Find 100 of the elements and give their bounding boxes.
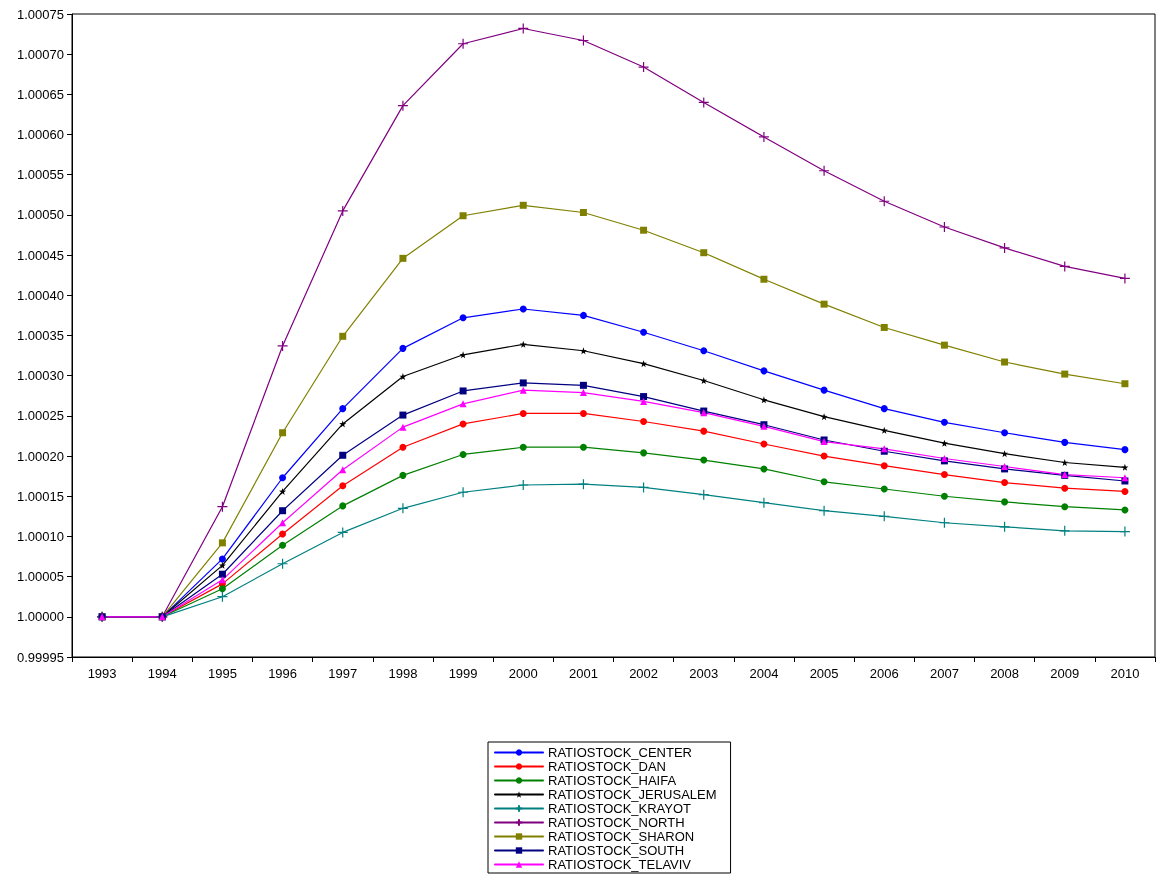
point [279,429,287,437]
x-tick-label: 2008 [990,666,1020,681]
point [519,201,527,209]
point [216,591,229,603]
y-tick-label: 1.00050 [17,207,64,223]
point [640,418,648,425]
y-tick-label: 1.00040 [17,287,64,303]
legend-label: RATIOSTOCK_HAIFA [548,773,677,788]
point [1059,525,1071,537]
point [940,439,948,447]
point [279,474,287,482]
point [517,22,529,35]
x-tick-label: 2009 [1050,666,1080,681]
legend-label: RATIOSTOCK_JERUSALEM [548,787,717,802]
y-tick-label: 1.00000 [17,609,64,625]
point [579,389,587,397]
point [880,323,888,331]
point [1001,358,1009,366]
point [337,526,349,539]
point [579,381,587,389]
point [279,541,287,549]
point [577,34,590,47]
point [938,517,951,529]
point [339,420,347,428]
point [820,300,828,308]
point [1001,479,1009,487]
point [998,242,1011,254]
point [878,195,890,207]
x-tick-label: 2004 [749,666,779,681]
point [457,486,469,498]
point [820,413,828,421]
point [640,328,648,336]
y-tick-label: 1.00055 [17,167,64,183]
point [998,521,1011,533]
point [459,212,467,220]
point [279,530,287,538]
point [337,205,349,217]
point [276,340,289,352]
point [1121,506,1129,514]
point [459,351,467,359]
point [579,443,587,451]
point [457,38,469,50]
y-tick-label: 1.00030 [17,368,64,384]
point [698,96,710,109]
point [640,449,648,457]
x-tick-label: 1997 [328,666,358,681]
point [1121,380,1129,388]
y-tick-label: 1.00005 [17,569,64,585]
point [700,347,708,355]
point [218,539,226,547]
point [399,423,407,431]
x-tick-label: 1995 [207,666,237,681]
point [399,443,407,451]
y-tick-label: 0.99995 [17,649,64,665]
x-tick-label: 2010 [1110,666,1140,681]
point [459,314,467,322]
x-tick-label: 2007 [929,666,959,681]
point [880,462,888,470]
legend-label: RATIOSTOCK_CENTER [548,745,692,760]
point [698,489,710,501]
point [519,386,527,394]
point [1059,260,1071,272]
point [399,344,407,352]
point [579,209,587,217]
y-tick-label: 1.00015 [17,488,64,504]
y-tick-label: 1.00070 [17,46,64,62]
point [519,443,527,451]
x-tick-label: 2006 [869,666,899,681]
point [760,275,768,283]
point [820,478,828,486]
point [1119,272,1131,285]
y-tick-label: 1.00025 [17,408,64,424]
point [758,131,770,143]
point [820,386,828,394]
y-tick-label: 1.00075 [17,6,64,22]
point [1061,484,1069,492]
point [399,254,407,262]
point [1061,503,1069,511]
point [940,492,948,500]
point [579,311,587,319]
point [218,555,226,563]
point [339,502,347,510]
point [1121,487,1129,495]
point [637,61,650,73]
point [818,505,830,517]
point [279,519,287,527]
point [878,510,890,522]
x-tick-label: 2003 [689,666,719,681]
point [940,418,948,426]
point [519,409,527,417]
point [700,456,708,464]
x-tick-label: 1996 [268,666,298,681]
point [818,165,830,177]
point [760,367,768,375]
point [700,427,708,435]
point [1061,438,1069,446]
x-tick-label: 1998 [388,666,418,681]
point [459,450,467,458]
legend-label: RATIOSTOCK_NORTH [548,815,685,830]
point [216,501,229,513]
